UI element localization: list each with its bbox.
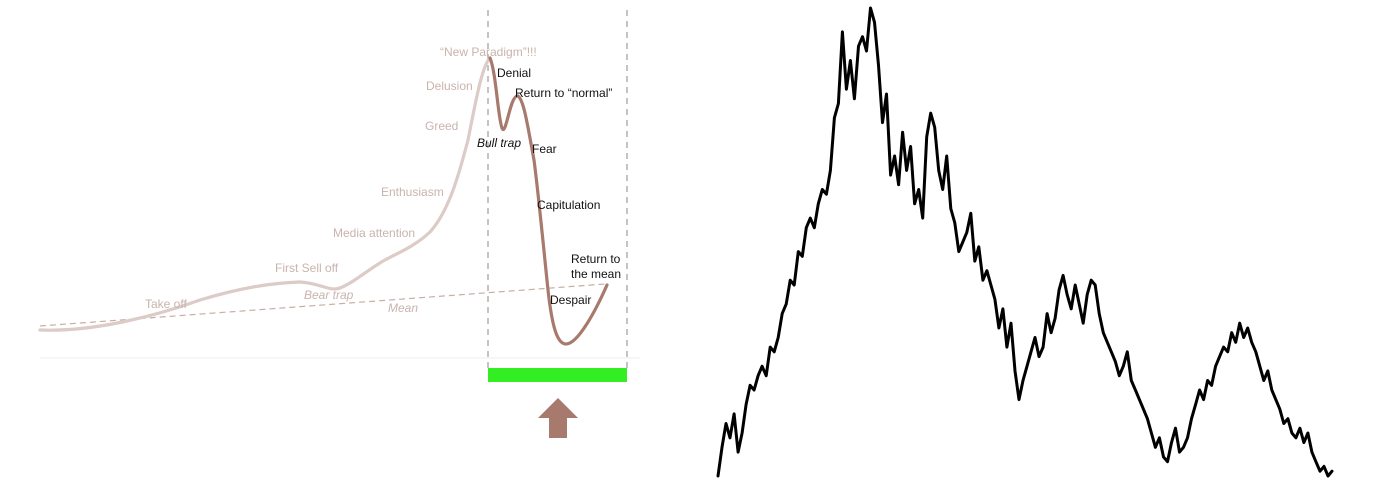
- annotation-denial: Denial: [497, 66, 531, 80]
- annotation-first-sell-off: First Sell off: [275, 261, 339, 275]
- up-arrow-icon: [538, 398, 578, 438]
- annotation-capitulation: Capitulation: [537, 198, 600, 212]
- phase-annotations: Take off First Sell off Bear trap Mean M…: [145, 45, 621, 315]
- annotation-new-paradigm: “New Paradigm”!!!: [440, 45, 537, 59]
- phase-curve-active: [488, 56, 609, 346]
- annotation-enthusiasm: Enthusiasm: [381, 185, 444, 199]
- phase-curve-faded: [38, 56, 492, 332]
- highlight-bar: [488, 368, 627, 382]
- annotation-return-to-normal: Return to “normal”: [515, 86, 612, 100]
- annotation-media-attention: Media attention: [333, 226, 415, 240]
- annotation-take-off: Take off: [145, 297, 187, 311]
- bubble-phases-chart: Take off First Sell off Bear trap Mean M…: [38, 10, 640, 438]
- annotation-mean: Mean: [388, 301, 418, 315]
- annotation-despair: Despair: [550, 293, 591, 307]
- annotation-delusion: Delusion: [426, 79, 473, 93]
- price-chart: [716, 6, 1334, 478]
- annotation-greed: Greed: [425, 119, 458, 133]
- annotation-bear-trap: Bear trap: [304, 288, 354, 302]
- price-line: [716, 6, 1334, 478]
- annotation-return-to-the-mean-line2: the mean: [571, 267, 621, 281]
- annotation-return-to-the-mean-line1: Return to: [571, 252, 621, 266]
- annotation-fear: Fear: [532, 142, 557, 156]
- annotation-bull-trap: Bull trap: [477, 136, 521, 150]
